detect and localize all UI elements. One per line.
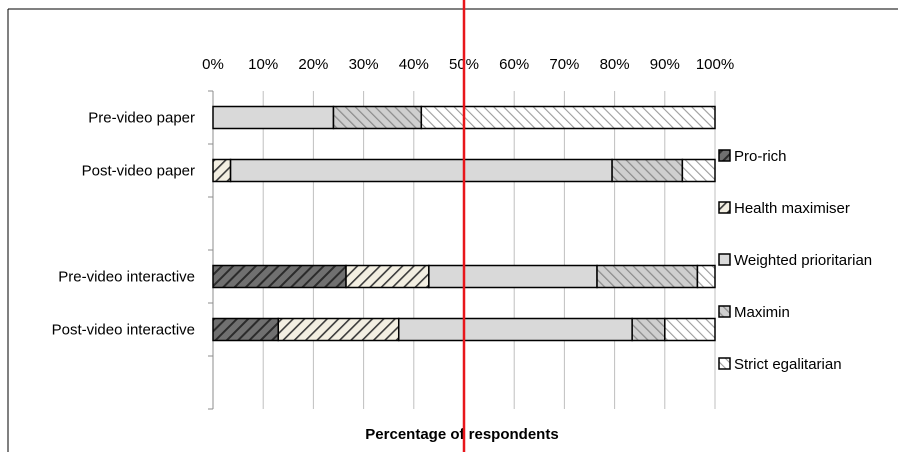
category-label: Pre-video paper [88,110,195,127]
x-tick-label: 90% [650,56,680,73]
category-labels: Pre-video paper Post-video paper Pre-video… [52,110,195,339]
legend-swatch [718,149,731,162]
x-tick-label: 30% [349,56,379,73]
category-axis [208,90,214,410]
bar-segment [596,264,699,289]
x-tick-labels: 0%10%20%30%40%50%60%70%80%90%100% [202,56,734,73]
legend-label: Pro-rich [734,148,787,165]
x-tick-label: 40% [399,56,429,73]
legend-label: Weighted prioritarian [734,252,872,269]
bar-segment [631,317,666,342]
bar-segment [611,158,684,183]
x-tick-label: 100% [696,56,734,73]
legend-label: Maximin [734,304,790,321]
legend-label: Strict egalitarian [734,356,842,373]
category-label: Post-video interactive [52,322,195,339]
legend: Pro-rich Health maximiser Weighted priorit… [718,148,872,373]
bar-segment [696,264,716,289]
bar-segment [420,105,716,130]
bars [212,105,716,342]
legend-swatch [718,201,731,214]
legend-swatch [718,357,731,370]
bar-segment [277,317,400,342]
bar-segment [428,264,598,289]
x-tick-label: 70% [549,56,579,73]
bar-segment [681,158,716,183]
x-axis-title: Percentage of respondents [365,426,558,443]
legend-swatch [718,253,731,266]
x-tick-label: 80% [600,56,630,73]
x-tick-label: 0% [202,56,224,73]
x-tick-label: 20% [298,56,328,73]
x-tick-label: 60% [499,56,529,73]
bar-segment [212,317,280,342]
category-label: Post-video paper [82,163,195,180]
bar-segment [345,264,430,289]
bar-segment [332,105,423,130]
bar-segment [229,158,613,183]
bar-segment [212,158,232,183]
bar-segment [664,317,716,342]
x-tick-label: 10% [248,56,278,73]
legend-swatch [718,305,731,318]
bar-segment [212,105,335,130]
bar-segment [397,317,633,342]
category-label: Pre-video interactive [58,269,195,286]
bar-segment [212,264,347,289]
legend-label: Health maximiser [734,200,850,217]
